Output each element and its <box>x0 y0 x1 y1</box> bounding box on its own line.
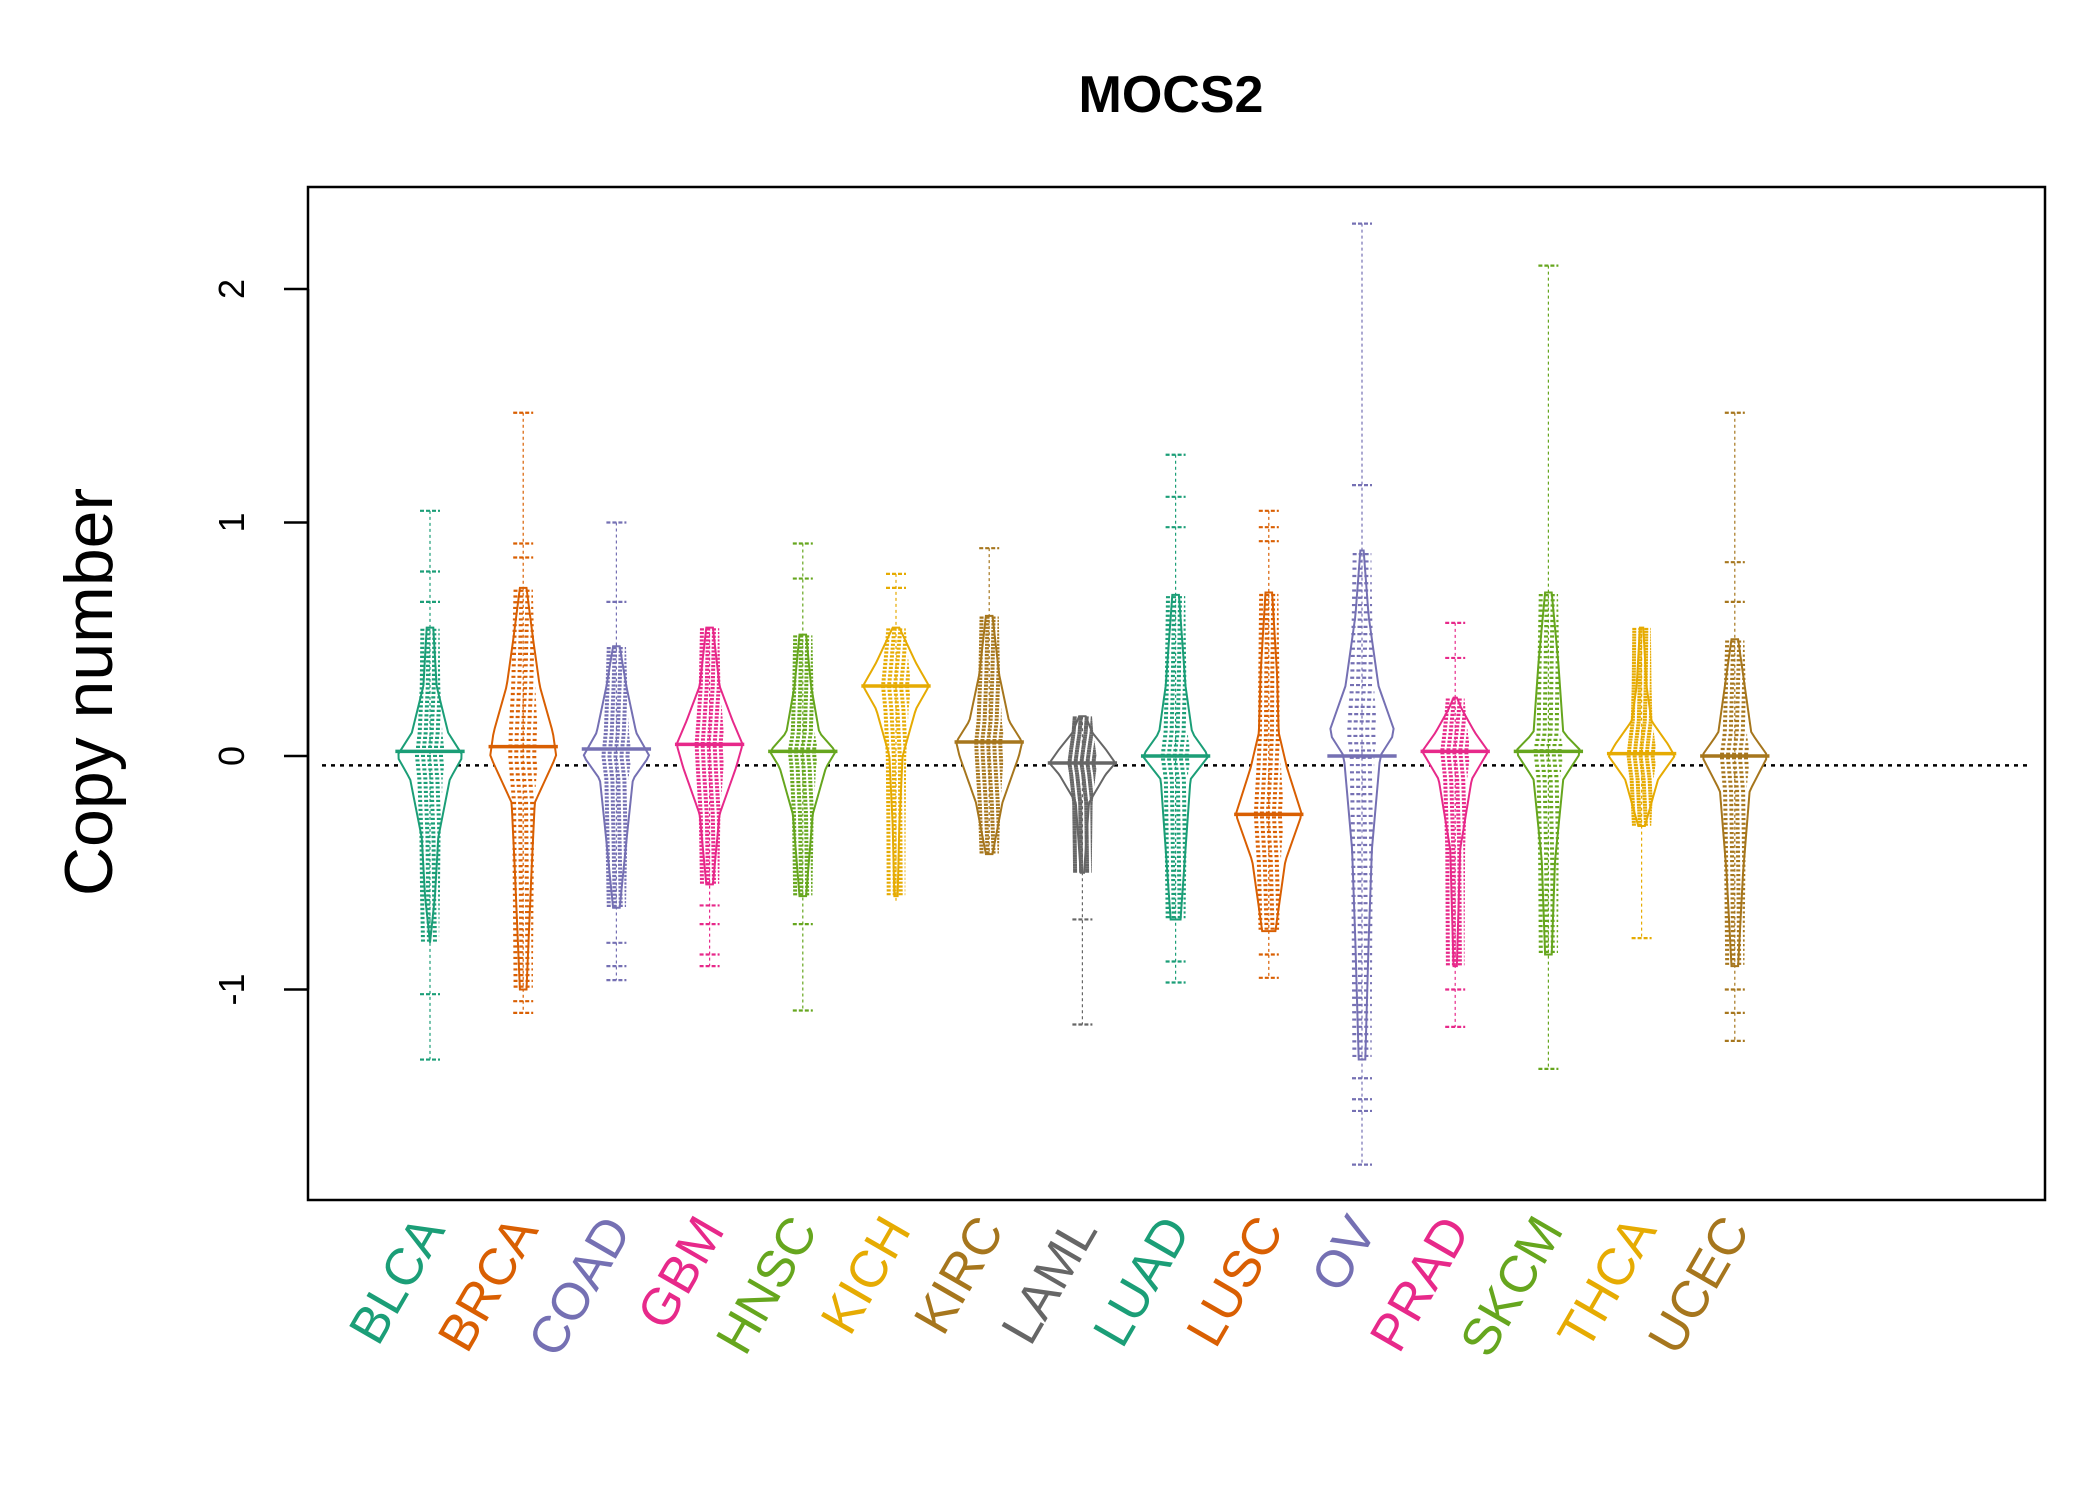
chart-title: MOCS2 <box>1079 66 1264 124</box>
y-tick-label: -1 <box>211 973 252 1005</box>
bean-lusc <box>1234 509 1304 979</box>
bean-hnsc <box>768 542 838 1012</box>
y-axis-label: Copy number <box>51 488 127 896</box>
bean-coad <box>581 521 652 982</box>
bean-luad <box>1140 453 1211 984</box>
bean-ov <box>1327 222 1397 1166</box>
bean-blca <box>395 509 465 1061</box>
bean-shape <box>1607 626 1676 828</box>
bean-thca <box>1606 626 1677 940</box>
bean-kirc <box>954 547 1024 856</box>
bean-ucec <box>1700 411 1770 1042</box>
bean-prad <box>1420 621 1490 1028</box>
plot-area <box>322 222 2032 1166</box>
y-tick-label: 2 <box>211 279 252 299</box>
bean-gbm <box>674 626 745 968</box>
y-tick-label: 1 <box>211 512 252 532</box>
bean-shape <box>1235 591 1303 933</box>
bean-laml <box>1047 715 1118 1026</box>
bean-skcm <box>1513 264 1584 1070</box>
y-tick-label: 0 <box>211 746 252 766</box>
bean-kich <box>861 572 931 901</box>
bean-brca <box>488 411 558 1014</box>
plot-frame <box>306 185 2047 1202</box>
